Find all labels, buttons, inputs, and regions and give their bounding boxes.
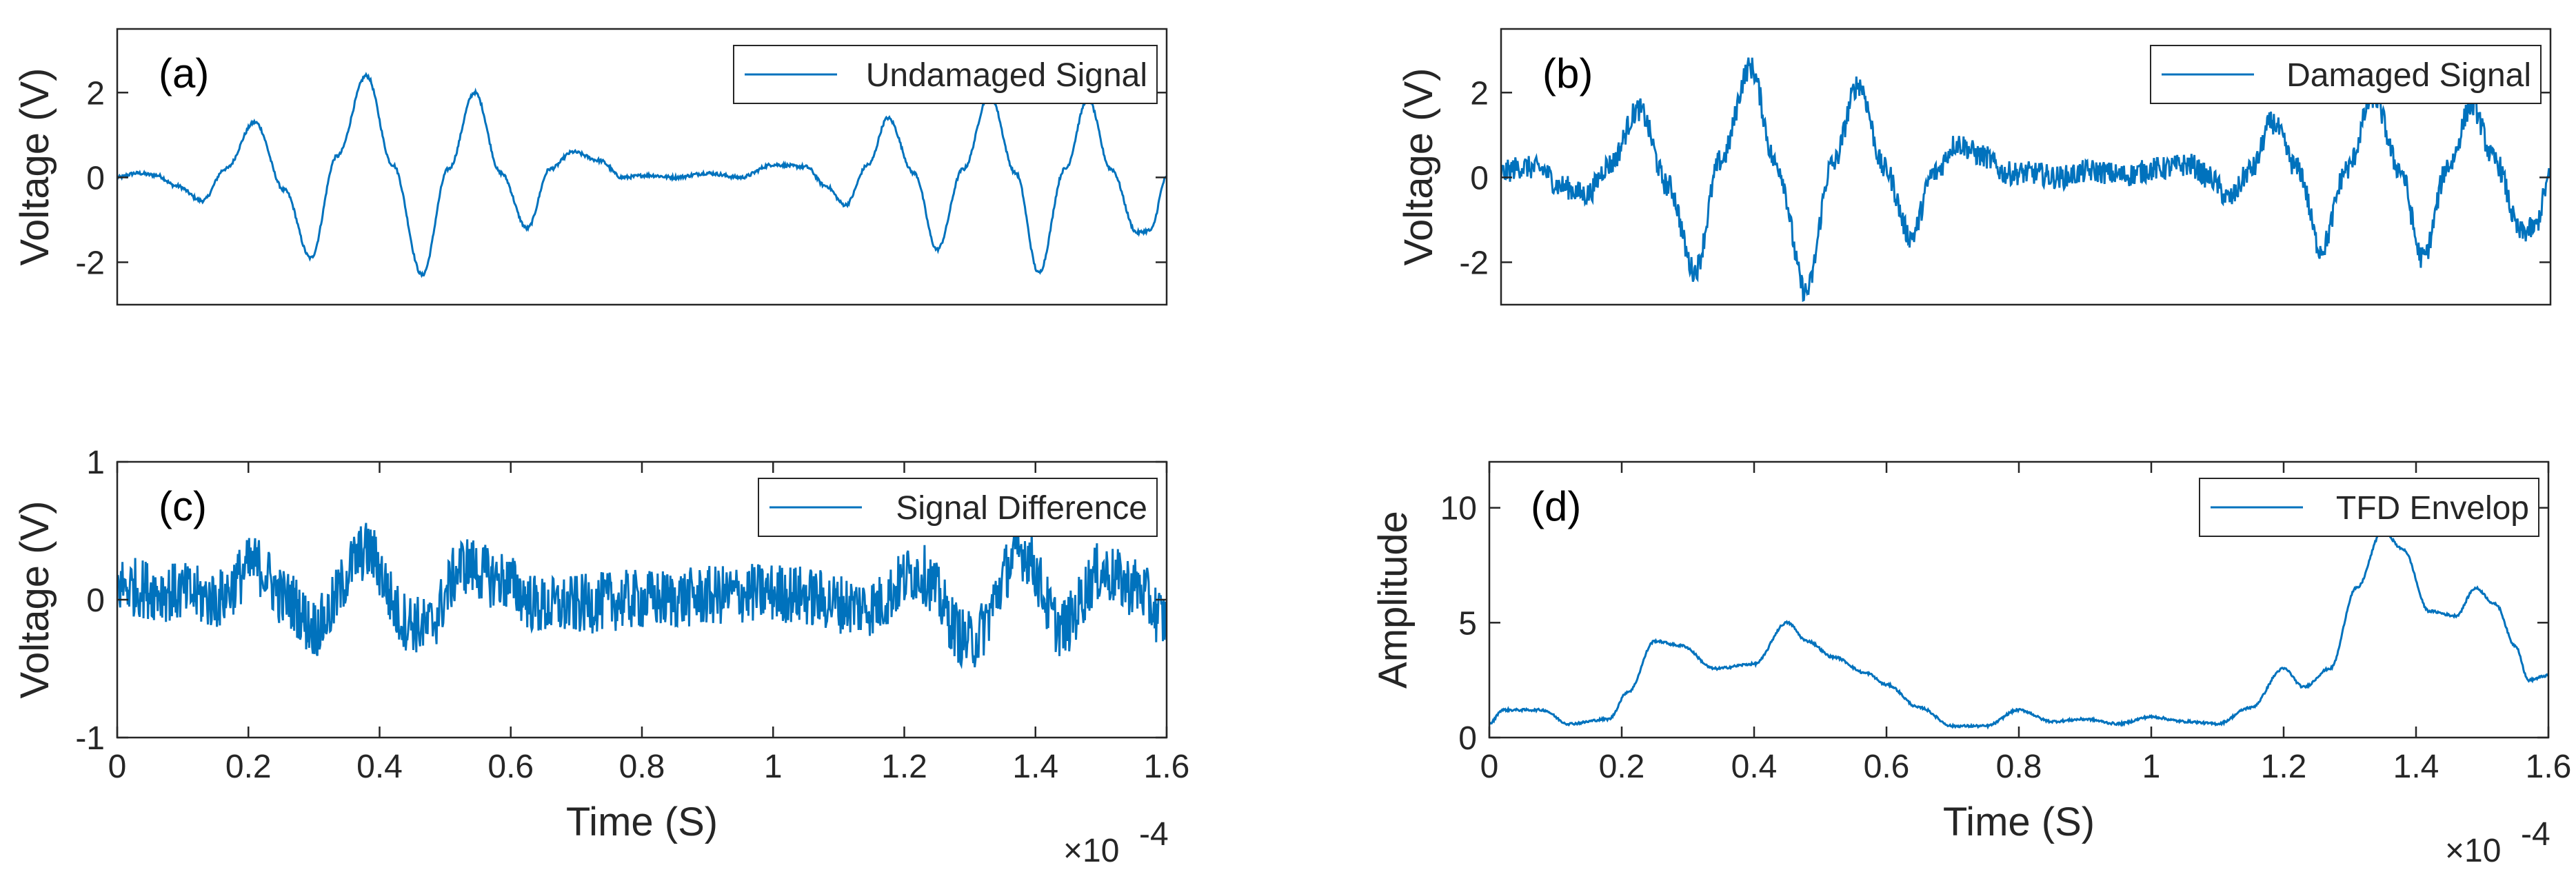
ytick-label: -2 bbox=[75, 245, 105, 281]
ytick-label: 2 bbox=[1470, 75, 1489, 112]
panel-label: (d) bbox=[1531, 483, 1581, 529]
exponent-label: ×10 bbox=[2445, 833, 2501, 869]
ytick-label: -1 bbox=[75, 720, 105, 757]
xtick-label: 1.6 bbox=[1144, 749, 1190, 785]
ytick-label: 2 bbox=[86, 75, 105, 112]
xtick-label: 0.8 bbox=[1996, 749, 2042, 785]
axes-box-a bbox=[116, 28, 1168, 306]
legend-label: Undamaged Signal bbox=[866, 57, 1147, 94]
ytick-label: 1 bbox=[86, 445, 105, 481]
xlabel: Time (S) bbox=[1943, 800, 2095, 844]
exponent-label: ×10 bbox=[1063, 833, 1119, 869]
ytick-label: 0 bbox=[86, 160, 105, 196]
xtick-label: 0.6 bbox=[1864, 749, 1910, 785]
xtick-label: 0 bbox=[108, 749, 127, 785]
ylabel: Voltage (V) bbox=[12, 501, 57, 699]
xtick-label: 1.6 bbox=[2526, 749, 2572, 785]
ylabel: Voltage (V) bbox=[1396, 68, 1441, 266]
panel-d: 0 5 10 0 0.2 0.4 0.6 0.8 1 1.2 1.4 1.6 Amplitude Time… bbox=[1371, 460, 2572, 869]
panel-label: (b) bbox=[1542, 50, 1593, 97]
series-line-a bbox=[117, 72, 1167, 278]
legend-label: TFD Envelop bbox=[2336, 490, 2529, 527]
ytick-label: 0 bbox=[86, 582, 105, 619]
panel-label: (c) bbox=[159, 483, 207, 529]
xtick-label: 0.4 bbox=[1731, 749, 1778, 785]
legend-label: Damaged Signal bbox=[2286, 57, 2531, 94]
xtick-label: 0.6 bbox=[487, 749, 534, 785]
xlabel: Time (S) bbox=[566, 800, 718, 844]
ytick-label: 0 bbox=[1458, 720, 1477, 757]
exponent-power: -4 bbox=[1139, 816, 1169, 853]
xtick-label: 1 bbox=[2142, 749, 2161, 785]
ytick-label: 0 bbox=[1470, 160, 1489, 196]
ytick-label: 10 bbox=[1440, 491, 1477, 527]
xtick-label: 1.4 bbox=[1012, 749, 1058, 785]
ytick-label: -2 bbox=[1459, 245, 1489, 281]
panel-label: (a) bbox=[159, 50, 209, 97]
ylabel: Amplitude bbox=[1371, 511, 1416, 689]
xtick-label: 0.4 bbox=[356, 749, 403, 785]
legend-label: Signal Difference bbox=[896, 490, 1147, 527]
panel-b: -2 0 2 Voltage (V) (b) Damaged Signal bbox=[1396, 28, 2552, 306]
exponent-power: -4 bbox=[2521, 816, 2550, 853]
xtick-label: 0.2 bbox=[1599, 749, 1645, 785]
ylabel: Voltage (V) bbox=[12, 68, 57, 266]
panel-a: -2 0 2 Voltage (V) (a) Undamaged Signal bbox=[12, 28, 1168, 306]
ytick-label: 5 bbox=[1458, 605, 1477, 642]
xtick-label: 0.2 bbox=[225, 749, 272, 785]
xtick-label: 1.2 bbox=[2261, 749, 2307, 785]
xtick-label: 1.4 bbox=[2393, 749, 2439, 785]
series-line-d bbox=[1489, 527, 2548, 730]
series-line-c bbox=[117, 522, 1167, 669]
xtick-label: 0 bbox=[1480, 749, 1499, 785]
xtick-label: 1.2 bbox=[881, 749, 927, 785]
xtick-label: 1 bbox=[764, 749, 783, 785]
xtick-label: 0.8 bbox=[619, 749, 665, 785]
axes-box-b bbox=[1500, 28, 2552, 306]
